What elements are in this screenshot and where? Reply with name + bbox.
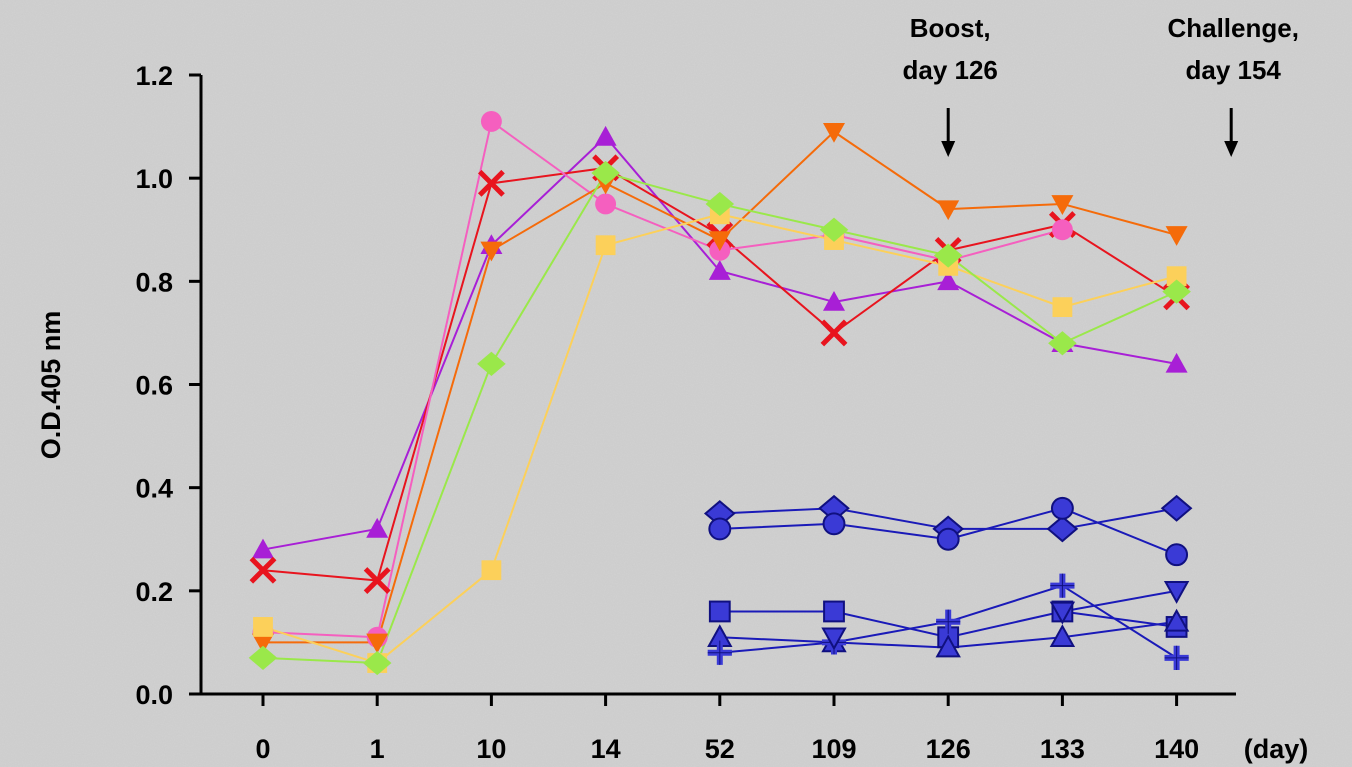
x-tick-label: 1: [370, 734, 385, 764]
series-line: [263, 130, 1177, 644]
series-line: [262, 120, 1063, 639]
y-tick-label: 0.0: [135, 680, 173, 710]
x-tick-label: 52: [705, 734, 735, 764]
data-point: [1160, 494, 1193, 522]
data-point: [1048, 331, 1077, 356]
y-axis-ticks: 0.0 0.2 0.4 0.6 0.8 1.0 1.2: [135, 61, 201, 710]
data-point: [594, 125, 617, 146]
x-unit-label: (day): [1244, 734, 1309, 764]
data-point: [480, 241, 503, 262]
x-tick-label: 126: [926, 734, 971, 764]
annotation-text: day 154: [1185, 55, 1281, 85]
data-point: [823, 122, 845, 143]
data-point: [595, 193, 617, 215]
series-line: [719, 620, 1177, 649]
data-point: [1165, 352, 1188, 373]
x-tick-label: 133: [1040, 734, 1085, 764]
data-point: [1163, 581, 1190, 604]
data-point: [1166, 266, 1187, 287]
series-line: [262, 172, 1178, 665]
x-axis-ticks: 0 1 10 14 52 109 126 133 140: [255, 694, 1199, 764]
series-markers: [248, 110, 1193, 676]
data-point-outline: [707, 640, 732, 665]
data-point: [477, 169, 505, 197]
data-point: [252, 633, 274, 654]
data-point: [249, 556, 277, 584]
series-lines: [262, 120, 1178, 665]
data-point: [595, 235, 616, 256]
data-point: [253, 617, 273, 637]
data-point: [1050, 496, 1074, 520]
data-point: [1052, 297, 1073, 318]
data-point: [937, 270, 960, 291]
data-point: [591, 160, 620, 186]
data-point: [705, 191, 735, 217]
data-point: [820, 319, 848, 347]
data-point: [708, 517, 732, 541]
data-point: [477, 351, 506, 376]
series-line: [1062, 589, 1177, 613]
data-point: [1163, 608, 1190, 632]
y-tick-label: 0.4: [135, 474, 173, 504]
data-point-outline: [1050, 573, 1075, 598]
x-tick-label: 10: [476, 734, 506, 764]
data-point: [708, 600, 731, 623]
annotation-arrow-head: [1224, 141, 1239, 157]
data-point: [1051, 195, 1074, 215]
data-point: [1049, 601, 1076, 625]
x-tick-label: 140: [1154, 734, 1199, 764]
data-point-outline: [1164, 645, 1189, 670]
data-point: [1049, 624, 1076, 648]
data-point: [708, 260, 731, 280]
annotation-arrow-head: [941, 141, 956, 157]
data-point: [821, 627, 847, 651]
data-point: [1051, 219, 1073, 241]
y-tick-label: 1.0: [135, 164, 173, 194]
x-tick-label: 0: [255, 734, 270, 764]
series-line: [719, 507, 1177, 530]
y-tick-label: 1.2: [135, 61, 173, 91]
data-point: [823, 600, 845, 623]
data-point-outline: [936, 609, 961, 634]
series-line: [719, 584, 1178, 659]
annotation-text: Challenge,: [1167, 13, 1298, 43]
data-point: [1162, 279, 1191, 304]
data-point: [708, 231, 731, 252]
data-point: [937, 200, 960, 221]
y-tick-label: 0.8: [135, 267, 173, 297]
data-point: [819, 217, 849, 242]
y-tick-label: 0.2: [135, 577, 173, 607]
data-point: [362, 650, 392, 676]
data-point: [823, 290, 845, 311]
series-line: [262, 213, 1177, 665]
x-tick-label: 109: [811, 734, 856, 764]
annotation-text: Boost,: [910, 13, 991, 43]
data-point: [481, 560, 502, 581]
data-point: [363, 567, 391, 594]
data-point: [366, 633, 389, 654]
data-point: [933, 243, 963, 268]
data-point: [366, 517, 389, 538]
data-point: [822, 512, 846, 536]
x-tick-label: 14: [591, 734, 621, 764]
data-point: [935, 634, 961, 658]
data-point: [1165, 226, 1188, 246]
y-tick-label: 0.6: [135, 371, 173, 401]
data-point: [936, 527, 960, 551]
series-line: [719, 507, 1177, 556]
data-point: [480, 110, 502, 132]
data-point: [252, 538, 274, 559]
annotation-text: day 126: [902, 55, 997, 85]
series-line: [719, 610, 1177, 639]
data-point: [248, 645, 278, 670]
annotations: Boost, day 126 Challenge, day 154: [902, 13, 1299, 157]
data-point: [1046, 515, 1079, 543]
y-axis-title: O.D.405 nm: [36, 311, 66, 460]
data-point: [1165, 543, 1189, 567]
